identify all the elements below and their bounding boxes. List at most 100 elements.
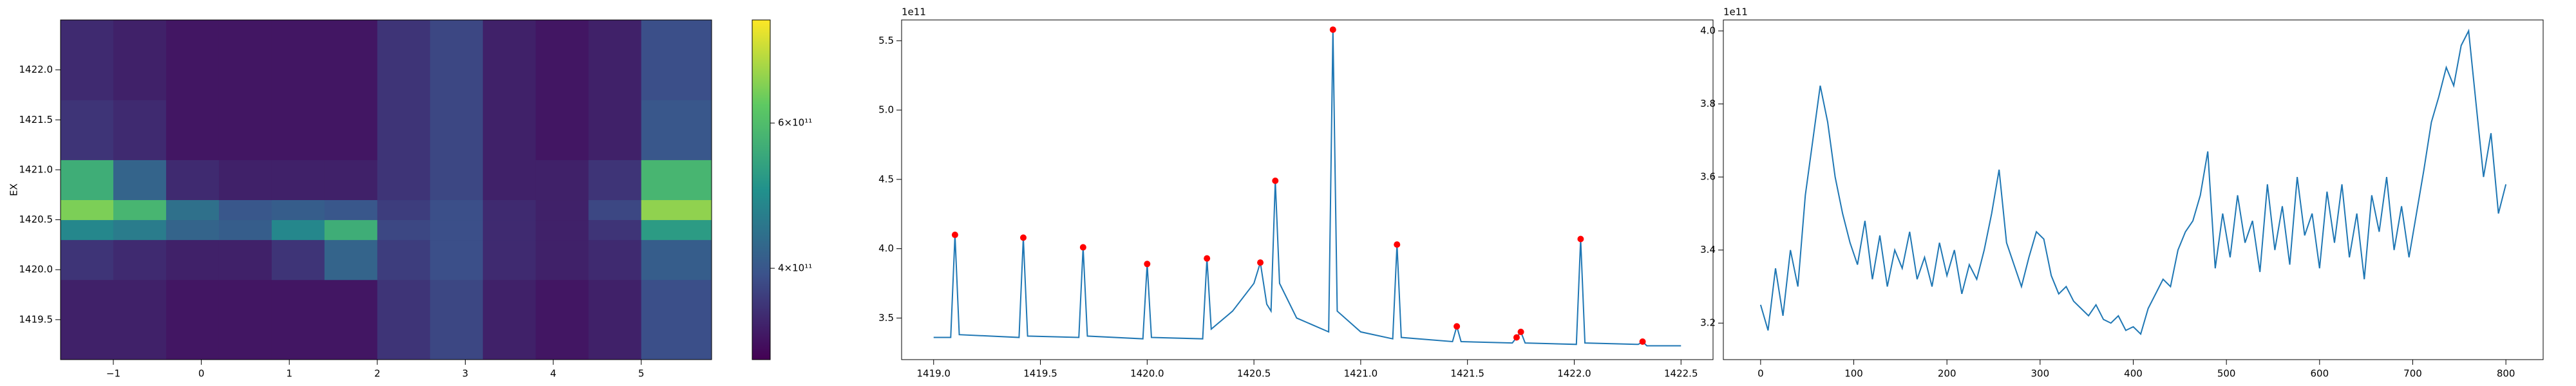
heatmap-cell <box>641 20 712 100</box>
heatmap-cell <box>535 219 589 241</box>
heatmap-cell <box>430 219 484 241</box>
heatmap-cell <box>218 100 272 160</box>
heatmap-cell <box>324 279 378 320</box>
heatmap-cell <box>641 100 712 160</box>
peak-marker <box>1394 241 1401 248</box>
heatmap-cell <box>641 160 712 201</box>
y-axis-label: EX <box>8 183 20 196</box>
heatmap-cell <box>166 20 220 100</box>
peak-marker <box>1257 259 1264 266</box>
x-tick-label: 1 <box>286 368 292 380</box>
x-tick-label: 2 <box>374 368 381 380</box>
heatmap-cell <box>482 319 536 360</box>
heatmap-cell <box>61 239 114 280</box>
x-tick-label: 100 <box>1844 368 1863 380</box>
heatmap-cell <box>324 160 378 201</box>
heatmap-cell <box>218 219 272 241</box>
heatmap-cell <box>218 20 272 100</box>
heatmap-cell <box>535 279 589 320</box>
y-tick-label: 3.6 <box>1700 171 1716 183</box>
heatmap-cell <box>641 199 712 221</box>
heatmap-cell <box>113 199 167 221</box>
heatmap-cell <box>61 160 114 201</box>
y-tick-label: 1419.5 <box>19 313 53 325</box>
x-tick-label: 5 <box>638 368 645 380</box>
data-line <box>1759 28 2507 336</box>
heatmap-cell <box>324 199 378 221</box>
heatmap-cell <box>113 160 167 201</box>
x-tick-label: 300 <box>2031 368 2050 380</box>
y-tick-label: 1421.0 <box>19 163 53 175</box>
heatmap-cell <box>377 239 431 280</box>
x-tick-label: 4 <box>550 368 556 380</box>
heatmap-cell <box>377 319 431 360</box>
heatmap-cell <box>166 219 220 241</box>
heatmap-cell <box>61 279 114 320</box>
x-tick-label: 700 <box>2403 368 2422 380</box>
x-tick-label: 500 <box>2217 368 2236 380</box>
heatmap-cell <box>166 160 220 201</box>
heatmap-cell <box>166 199 220 221</box>
heatmap-cell <box>641 219 712 241</box>
heatmap-cell <box>482 199 536 221</box>
heatmap-cell <box>61 219 114 241</box>
heatmap-cell <box>113 239 167 280</box>
heatmap-cell <box>166 100 220 160</box>
heatmap-cell <box>482 20 536 100</box>
heatmap-cell <box>535 319 589 360</box>
y-tick-label: 3.4 <box>1700 244 1716 255</box>
heatmap-cell <box>324 219 378 241</box>
heatmap-cell <box>61 100 114 160</box>
x-tick-label: 0 <box>1757 368 1764 380</box>
y-tick-label: 4.5 <box>878 173 894 185</box>
heatmap-cell <box>324 20 378 100</box>
heatmap-cell <box>641 319 712 360</box>
heatmap-cell <box>535 160 589 201</box>
y-tick-label: 3.5 <box>878 312 894 324</box>
heatmap-cell <box>377 160 431 201</box>
heatmap-cell <box>113 279 167 320</box>
offset-text: 1e11 <box>902 6 926 18</box>
heatmap-cell <box>482 160 536 201</box>
heatmap-cell <box>113 319 167 360</box>
heatmap-cell <box>113 20 167 100</box>
peak-marker <box>1329 26 1336 33</box>
data-line <box>933 30 1681 347</box>
heatmap-cell <box>430 199 484 221</box>
colorbar <box>752 19 771 360</box>
x-tick-label: 1422.0 <box>1557 368 1591 380</box>
heatmap-cell <box>377 20 431 100</box>
peak-marker <box>1079 244 1086 251</box>
heatmap-cell <box>271 239 325 280</box>
heatmap-cell <box>61 319 114 360</box>
heatmap-cell <box>482 279 536 320</box>
heatmap-cell <box>218 160 272 201</box>
x-tick-label: 200 <box>1938 368 1956 380</box>
axes-frame <box>901 19 1714 360</box>
heatmap-cell <box>430 279 484 320</box>
heatmap-cell <box>430 20 484 100</box>
heatmap-cell <box>271 319 325 360</box>
peak-marker <box>1454 323 1461 330</box>
peak-marker <box>1272 177 1279 184</box>
x-tick-label: 0 <box>198 368 205 380</box>
heatmap-cell <box>482 100 536 160</box>
x-tick-label: 1419.5 <box>1023 368 1057 380</box>
heatmap-cell <box>430 319 484 360</box>
heatmap-cell <box>324 319 378 360</box>
y-tick-label: 4.0 <box>878 243 894 254</box>
x-tick-label: 400 <box>2124 368 2143 380</box>
y-tick-label: 1422.0 <box>19 64 53 75</box>
heatmap-cell <box>482 219 536 241</box>
heatmap-cell <box>535 100 589 160</box>
heatmap-cell <box>271 279 325 320</box>
heatmap-cell <box>61 199 114 221</box>
peak-marker <box>1020 234 1027 241</box>
x-tick-label: −1 <box>106 368 120 380</box>
heatmap-cell <box>166 239 220 280</box>
peak-marker <box>1513 334 1520 341</box>
colorbar-tick-label: 4×10¹¹ <box>778 262 812 274</box>
heatmap-cell <box>271 160 325 201</box>
heatmap-cell <box>377 100 431 160</box>
heatmap-cell <box>113 100 167 160</box>
